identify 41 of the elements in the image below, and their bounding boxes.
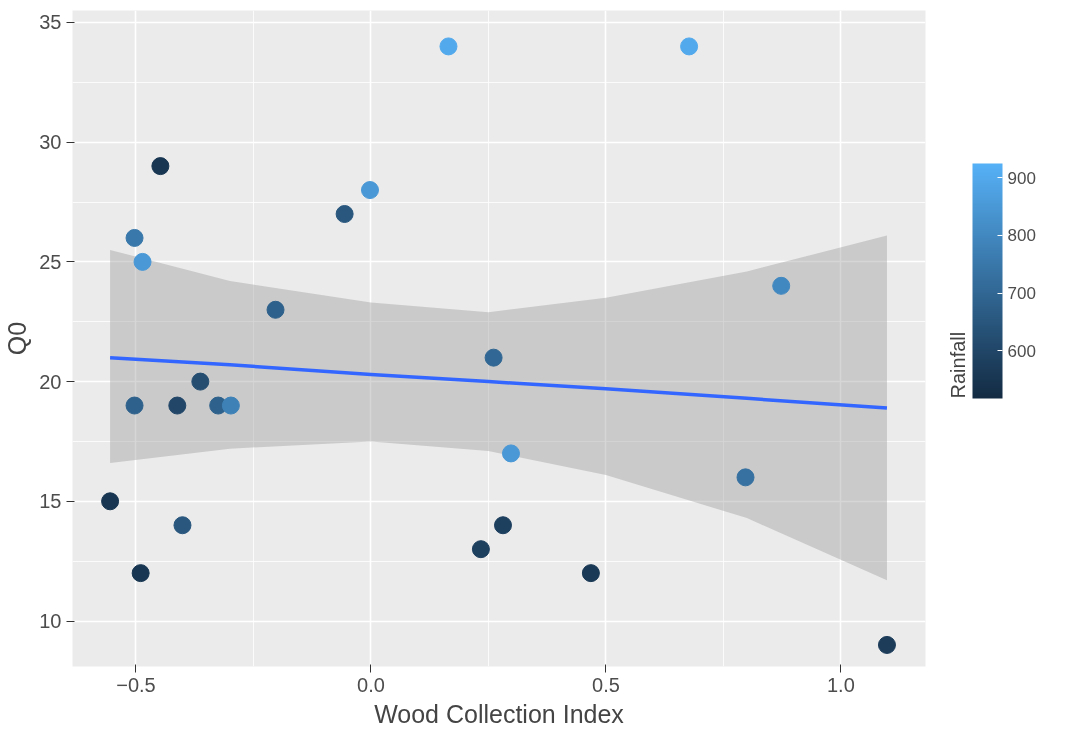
- x-tick-label: −0.5: [116, 673, 156, 696]
- point: [680, 37, 699, 56]
- point: [581, 564, 600, 583]
- line-series: [108, 355, 889, 410]
- y-tick-label: 30: [39, 131, 62, 154]
- point: [736, 468, 755, 487]
- point: [439, 37, 458, 56]
- y-tick-label: 10: [39, 610, 62, 633]
- color-bar-label: 800: [1007, 226, 1036, 246]
- y-tick-label: 35: [39, 11, 62, 34]
- color-bar-label: 900: [1007, 168, 1036, 188]
- point: [131, 564, 150, 583]
- point: [191, 372, 210, 391]
- point: [484, 348, 503, 367]
- point: [173, 516, 192, 535]
- point: [133, 252, 152, 271]
- point: [151, 157, 170, 176]
- point: [101, 492, 120, 511]
- color-bar-title: Rainfall: [946, 331, 969, 399]
- point: [221, 396, 240, 415]
- x-tick-label: 0.0: [357, 673, 385, 696]
- y-tick-label: 15: [39, 490, 62, 513]
- x-tick-label: 1.0: [827, 673, 855, 696]
- point: [125, 396, 144, 415]
- y-axis-title: Q0: [3, 321, 32, 356]
- point: [877, 635, 896, 654]
- point: [168, 396, 187, 415]
- point: [501, 444, 520, 463]
- color-bar-label: 600: [1007, 341, 1036, 361]
- x-axis-title: Wood Collection Index: [374, 699, 625, 728]
- x-tick-label: 0.5: [592, 673, 620, 696]
- point: [266, 300, 285, 319]
- y-tick-label: 25: [39, 250, 62, 273]
- point: [493, 516, 512, 535]
- point: [360, 181, 379, 200]
- color-bar-label: 700: [1007, 284, 1036, 304]
- y-tick-label: 20: [39, 370, 62, 393]
- point: [772, 276, 791, 295]
- point: [335, 205, 354, 223]
- point: [471, 540, 490, 559]
- point: [125, 228, 144, 247]
